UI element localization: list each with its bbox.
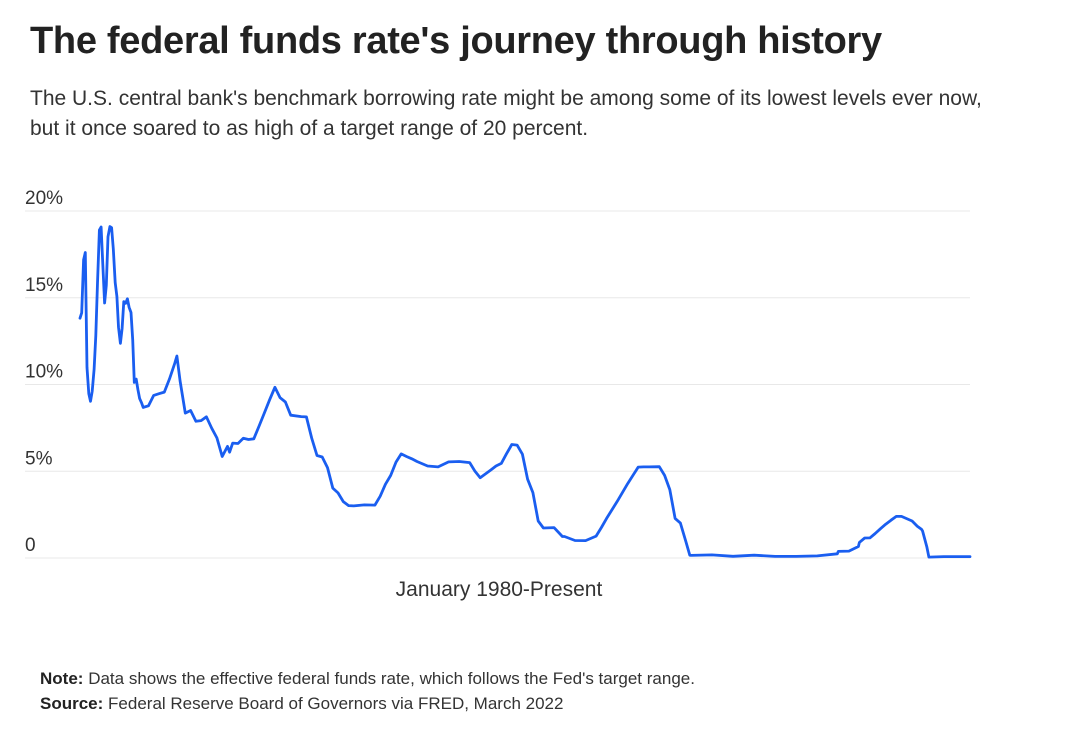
y-tick-label: 10%	[25, 362, 63, 383]
note-label: Note:	[40, 669, 84, 688]
y-tick-label: 5%	[25, 448, 53, 469]
series-layer	[78, 225, 972, 559]
y-tick-label: 20%	[25, 188, 63, 209]
note-text: Data shows the effective federal funds r…	[88, 669, 695, 688]
source-text: Federal Reserve Board of Governors via F…	[108, 694, 564, 713]
note-line: Note: Data shows the effective federal f…	[40, 666, 695, 691]
y-tick-label: 15%	[25, 275, 63, 296]
chart-title: The federal funds rate's journey through…	[30, 20, 882, 62]
source-line: Source: Federal Reserve Board of Governo…	[40, 691, 695, 716]
x-axis-label: January 1980-Present	[396, 578, 603, 601]
line-chart: 0 5% 10% 15% 20% January 1980-Present	[25, 188, 972, 601]
series-line	[78, 225, 972, 559]
gridlines	[25, 210, 970, 559]
chart-subtitle: The U.S. central bank's benchmark borrow…	[30, 87, 982, 140]
chart-footer: Note: Data shows the effective federal f…	[40, 666, 695, 716]
source-label: Source:	[40, 694, 104, 713]
y-axis-labels: 0 5% 10% 15% 20%	[25, 188, 63, 556]
y-tick-label: 0	[25, 535, 36, 556]
